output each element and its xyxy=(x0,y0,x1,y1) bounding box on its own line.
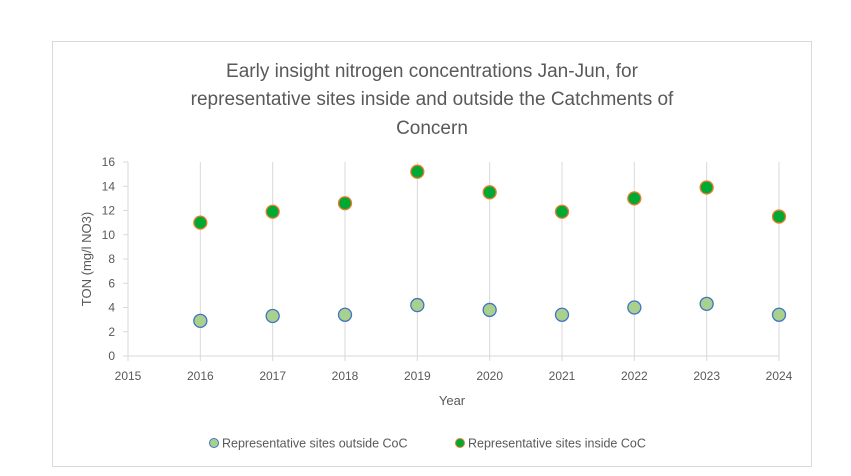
point-outside-coc xyxy=(627,300,642,315)
chart-title-line-3: Concern xyxy=(396,118,468,139)
point-outside-coc xyxy=(193,313,208,328)
x-axis-title: Year xyxy=(439,393,466,408)
legend-marker xyxy=(209,438,219,448)
y-tick-label: 8 xyxy=(108,252,115,266)
chart-title-line-2: representative sites inside and outside … xyxy=(191,89,674,110)
point-outside-coc xyxy=(265,308,280,324)
y-tick-label: 10 xyxy=(102,228,116,242)
point-inside-coc xyxy=(482,185,497,200)
point-outside-coc xyxy=(482,302,497,318)
x-tick-label: 2019 xyxy=(404,369,431,383)
x-tick-label: 2023 xyxy=(693,369,720,383)
x-tick-label: 2016 xyxy=(187,369,214,383)
legend-item-inside-coc[interactable]: Representative sites inside CoC xyxy=(455,437,646,451)
y-tick-label: 0 xyxy=(108,349,115,363)
y-tick-label: 14 xyxy=(102,179,116,193)
y-tick-labels: 0 2 4 6 8 10 12 14 16 xyxy=(102,155,116,363)
point-inside-coc xyxy=(410,164,425,179)
y-tick-label: 6 xyxy=(108,276,115,290)
chart-title: Early insight nitrogen concentrations Ja… xyxy=(191,61,674,139)
x-tick-label: 2021 xyxy=(549,369,576,383)
point-outside-coc xyxy=(699,296,714,312)
point-inside-coc xyxy=(554,204,570,219)
point-inside-coc xyxy=(627,191,642,206)
data-points xyxy=(193,164,787,328)
chart-frame xyxy=(52,41,812,467)
point-outside-coc xyxy=(337,307,353,322)
chart-title-line-1: Early insight nitrogen concentrations Ja… xyxy=(226,61,639,82)
y-axis-title: TON (mg/l NO3) xyxy=(79,212,94,306)
legend-marker xyxy=(455,438,465,448)
point-outside-coc xyxy=(771,307,787,322)
y-tick-label: 4 xyxy=(108,301,115,315)
point-inside-coc xyxy=(265,204,280,219)
y-tick-label: 16 xyxy=(102,155,116,169)
point-outside-coc xyxy=(410,297,425,313)
y-tick-label: 2 xyxy=(108,325,115,339)
x-tick-label: 2020 xyxy=(476,369,503,383)
x-tick-labels: 2015 2016 2017 2018 2019 2020 2021 2022 2023 2024 xyxy=(115,369,793,383)
point-inside-coc xyxy=(699,180,714,195)
x-tick-label: 2022 xyxy=(621,369,648,383)
point-inside-coc xyxy=(771,209,787,224)
legend-label: Representative sites outside CoC xyxy=(222,437,408,451)
x-tick-label: 2018 xyxy=(332,369,359,383)
point-inside-coc xyxy=(337,196,353,211)
x-tick-label: 2024 xyxy=(766,369,793,383)
legend-label: Representative sites inside CoC xyxy=(468,437,646,451)
point-outside-coc xyxy=(554,307,570,322)
axes xyxy=(123,161,780,361)
legend[interactable]: Representative sites outside CoC Represen… xyxy=(209,437,646,451)
legend-item-outside-coc[interactable]: Representative sites outside CoC xyxy=(209,437,408,451)
x-tick-label: 2015 xyxy=(115,369,142,383)
x-tick-label: 2017 xyxy=(259,369,286,383)
point-inside-coc xyxy=(193,215,208,230)
y-tick-label: 12 xyxy=(102,204,116,218)
